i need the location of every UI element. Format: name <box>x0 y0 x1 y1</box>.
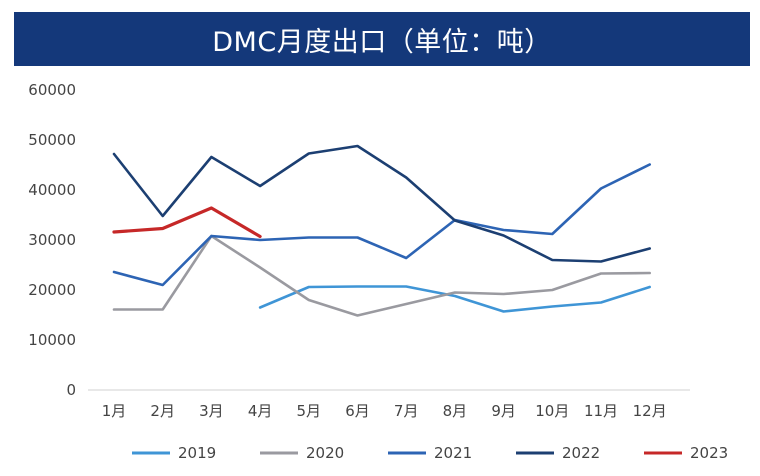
legend-label-2022: 2022 <box>562 444 600 462</box>
series-line-2019 <box>258 285 652 313</box>
x-tick-label: 11月 <box>584 402 618 420</box>
chart-title: DMC月度出口（单位：吨） <box>212 26 552 58</box>
legend-label-2020: 2020 <box>306 444 344 462</box>
x-tick-label: 1月 <box>102 402 127 420</box>
y-tick-label: 50000 <box>28 131 76 149</box>
legend-label-2019: 2019 <box>178 444 216 462</box>
y-tick-label: 60000 <box>28 81 76 99</box>
y-tick-label: 40000 <box>28 181 76 199</box>
series-line-2021 <box>112 163 652 287</box>
x-tick-label: 5月 <box>297 402 322 420</box>
series-line-2023 <box>112 206 262 239</box>
x-tick-label: 12月 <box>633 402 667 420</box>
y-tick-label: 20000 <box>28 281 76 299</box>
x-tick-label: 6月 <box>345 402 370 420</box>
chart-title-bar: DMC月度出口（单位：吨） <box>14 12 750 66</box>
y-tick-label: 30000 <box>28 231 76 249</box>
x-tick-label: 9月 <box>491 402 516 420</box>
x-tick-label: 8月 <box>443 402 468 420</box>
x-tick-label: 4月 <box>248 402 273 420</box>
y-tick-label: 0 <box>66 381 76 399</box>
x-tick-label: 7月 <box>394 402 419 420</box>
x-tick-label: 10月 <box>535 402 569 420</box>
x-tick-label: 3月 <box>199 402 224 420</box>
series-line-2022 <box>112 144 652 263</box>
legend-label-2023: 2023 <box>690 444 728 462</box>
y-tick-label: 10000 <box>28 331 76 349</box>
x-tick-label: 2月 <box>150 402 175 420</box>
series-line-2020 <box>112 234 652 317</box>
legend-label-2021: 2021 <box>434 444 472 462</box>
